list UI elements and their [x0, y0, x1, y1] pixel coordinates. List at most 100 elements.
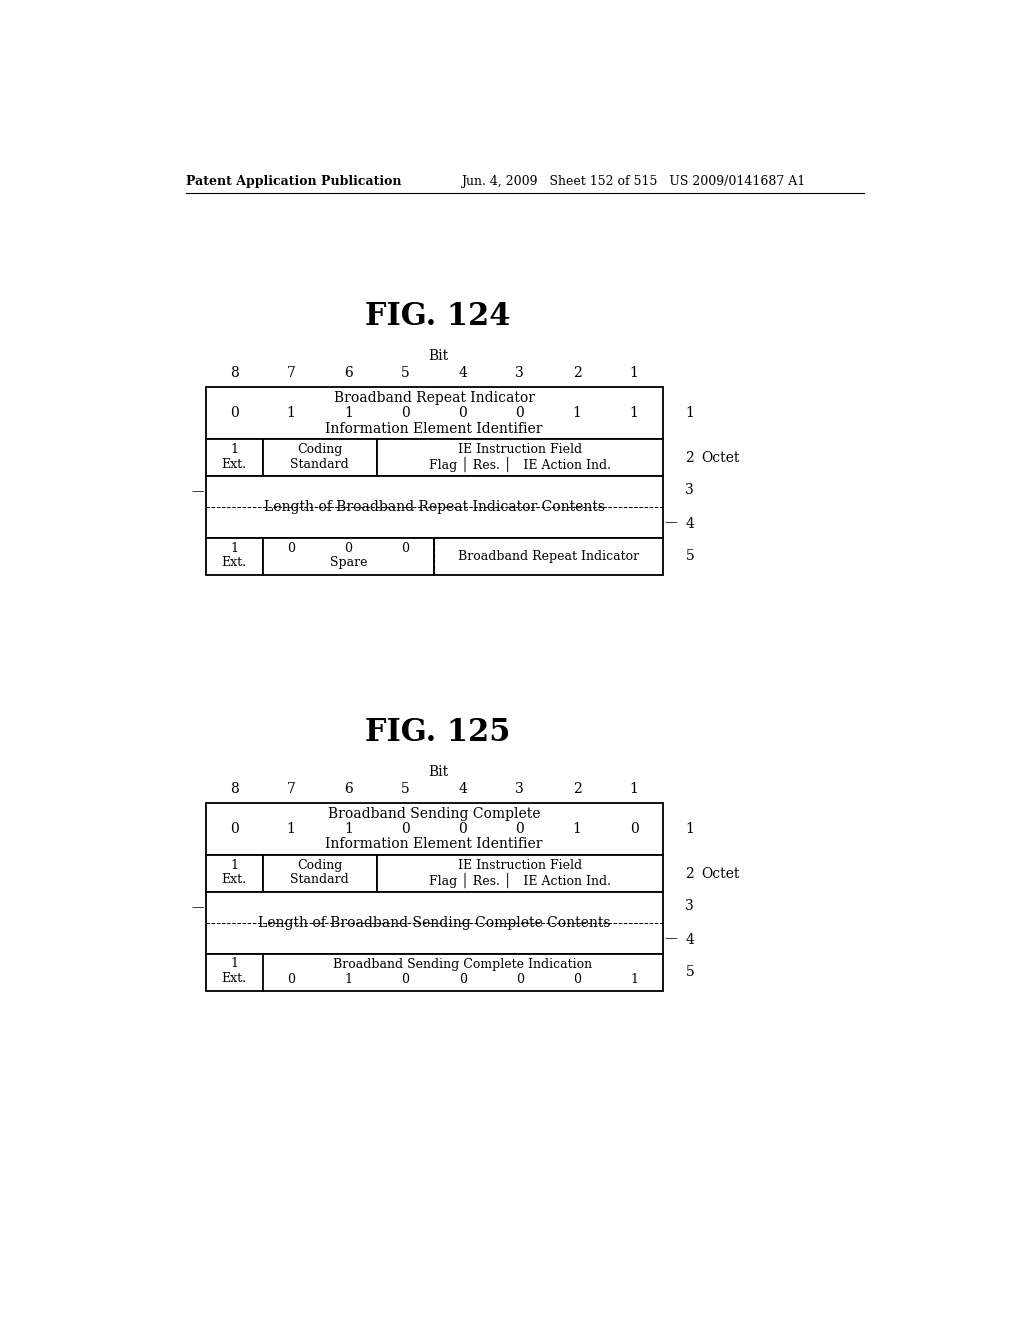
Text: Flag │ Res. │   IE Action Ind.: Flag │ Res. │ IE Action Ind. — [429, 457, 611, 471]
Text: Coding: Coding — [297, 859, 342, 871]
Text: 1: 1 — [572, 822, 582, 836]
Text: 0: 0 — [401, 973, 410, 986]
Text: 1: 1 — [230, 859, 238, 871]
Text: 1: 1 — [685, 407, 694, 420]
Text: 0: 0 — [401, 822, 410, 836]
Text: 1: 1 — [572, 407, 582, 420]
Text: Bit: Bit — [428, 766, 449, 779]
Text: 1: 1 — [287, 407, 296, 420]
Bar — [206, 539, 263, 576]
Text: 0: 0 — [459, 822, 467, 836]
Text: 2: 2 — [685, 451, 694, 465]
Text: 0: 0 — [573, 973, 581, 986]
Text: 0: 0 — [401, 407, 410, 420]
Text: 4: 4 — [685, 517, 694, 532]
Text: 5: 5 — [401, 366, 410, 380]
Text: 1: 1 — [230, 541, 238, 554]
Text: 6: 6 — [344, 366, 352, 380]
Text: Standard: Standard — [291, 874, 349, 887]
Bar — [434, 539, 663, 576]
Text: 1: 1 — [630, 407, 639, 420]
Text: 1: 1 — [230, 957, 238, 970]
Text: 7: 7 — [287, 781, 296, 796]
Text: 0: 0 — [229, 407, 239, 420]
Text: 0: 0 — [459, 973, 467, 986]
Text: Ext.: Ext. — [221, 556, 247, 569]
Text: FIG. 125: FIG. 125 — [366, 717, 511, 747]
Bar — [206, 477, 663, 539]
Text: —: — — [191, 486, 204, 499]
Text: 1: 1 — [344, 407, 353, 420]
Text: 5: 5 — [401, 781, 410, 796]
Text: —: — — [191, 902, 204, 915]
Text: 1: 1 — [230, 444, 238, 455]
Text: 0: 0 — [459, 407, 467, 420]
Text: 0: 0 — [344, 541, 352, 554]
Text: FIG. 124: FIG. 124 — [366, 301, 511, 331]
Text: 4: 4 — [685, 933, 694, 948]
Text: IE Instruction Field: IE Instruction Field — [458, 444, 582, 455]
Bar — [206, 892, 663, 954]
Text: 7: 7 — [287, 366, 296, 380]
Text: 2: 2 — [572, 781, 582, 796]
Text: 2: 2 — [572, 366, 582, 380]
Text: 3: 3 — [515, 781, 524, 796]
Text: 8: 8 — [229, 781, 239, 796]
Bar — [377, 440, 663, 477]
Bar — [377, 855, 663, 892]
Text: Information Element Identifier: Information Element Identifier — [326, 837, 543, 851]
Text: 0: 0 — [630, 822, 639, 836]
Text: Octet: Octet — [701, 451, 740, 465]
Bar — [206, 954, 663, 991]
Bar — [206, 387, 663, 440]
Text: 0: 0 — [401, 541, 410, 554]
Text: Length of Broadband Repeat Indicator Contents: Length of Broadband Repeat Indicator Con… — [263, 500, 604, 515]
Bar — [206, 440, 263, 477]
Text: 1: 1 — [344, 822, 353, 836]
Text: Broadband Repeat Indicator: Broadband Repeat Indicator — [458, 550, 639, 564]
Text: —: — — [665, 932, 677, 945]
Text: 0: 0 — [288, 973, 295, 986]
Text: Coding: Coding — [297, 444, 342, 455]
Text: 0: 0 — [515, 407, 524, 420]
Bar — [206, 803, 663, 855]
Text: 1: 1 — [344, 973, 352, 986]
Text: Broadband Repeat Indicator: Broadband Repeat Indicator — [334, 391, 535, 405]
Text: Broadband Sending Complete Indication: Broadband Sending Complete Indication — [333, 958, 592, 972]
Text: Ext.: Ext. — [221, 972, 247, 985]
Text: 4: 4 — [459, 781, 467, 796]
Text: 5: 5 — [685, 965, 694, 979]
Text: Information Element Identifier: Information Element Identifier — [326, 421, 543, 436]
Text: 1: 1 — [685, 822, 694, 836]
Text: 1: 1 — [630, 781, 639, 796]
Text: 1: 1 — [630, 366, 639, 380]
Bar — [263, 440, 377, 477]
Text: Flag │ Res. │   IE Action Ind.: Flag │ Res. │ IE Action Ind. — [429, 873, 611, 887]
Bar — [206, 855, 263, 892]
Bar — [263, 855, 377, 892]
Text: Octet: Octet — [701, 867, 740, 880]
Text: Ext.: Ext. — [221, 458, 247, 471]
Text: Broadband Sending Complete: Broadband Sending Complete — [328, 807, 541, 821]
Text: 3: 3 — [515, 366, 524, 380]
Text: 0: 0 — [516, 973, 524, 986]
Text: 8: 8 — [229, 366, 239, 380]
Text: 4: 4 — [459, 366, 467, 380]
Text: Standard: Standard — [291, 458, 349, 471]
Text: 2: 2 — [685, 867, 694, 880]
Text: 1: 1 — [630, 973, 638, 986]
Text: 3: 3 — [685, 899, 694, 912]
Text: 1: 1 — [287, 822, 296, 836]
Text: IE Instruction Field: IE Instruction Field — [458, 859, 582, 871]
Text: Patent Application Publication: Patent Application Publication — [186, 176, 401, 187]
Text: 5: 5 — [685, 549, 694, 564]
Text: Jun. 4, 2009   Sheet 152 of 515   US 2009/0141687 A1: Jun. 4, 2009 Sheet 152 of 515 US 2009/01… — [461, 176, 806, 187]
Text: —: — — [665, 516, 677, 529]
Text: 0: 0 — [229, 822, 239, 836]
Text: Ext.: Ext. — [221, 874, 247, 887]
Text: Bit: Bit — [428, 350, 449, 363]
Text: Length of Broadband Sending Complete Contents: Length of Broadband Sending Complete Con… — [258, 916, 610, 931]
Text: 3: 3 — [685, 483, 694, 496]
Text: 6: 6 — [344, 781, 352, 796]
Text: 0: 0 — [515, 822, 524, 836]
